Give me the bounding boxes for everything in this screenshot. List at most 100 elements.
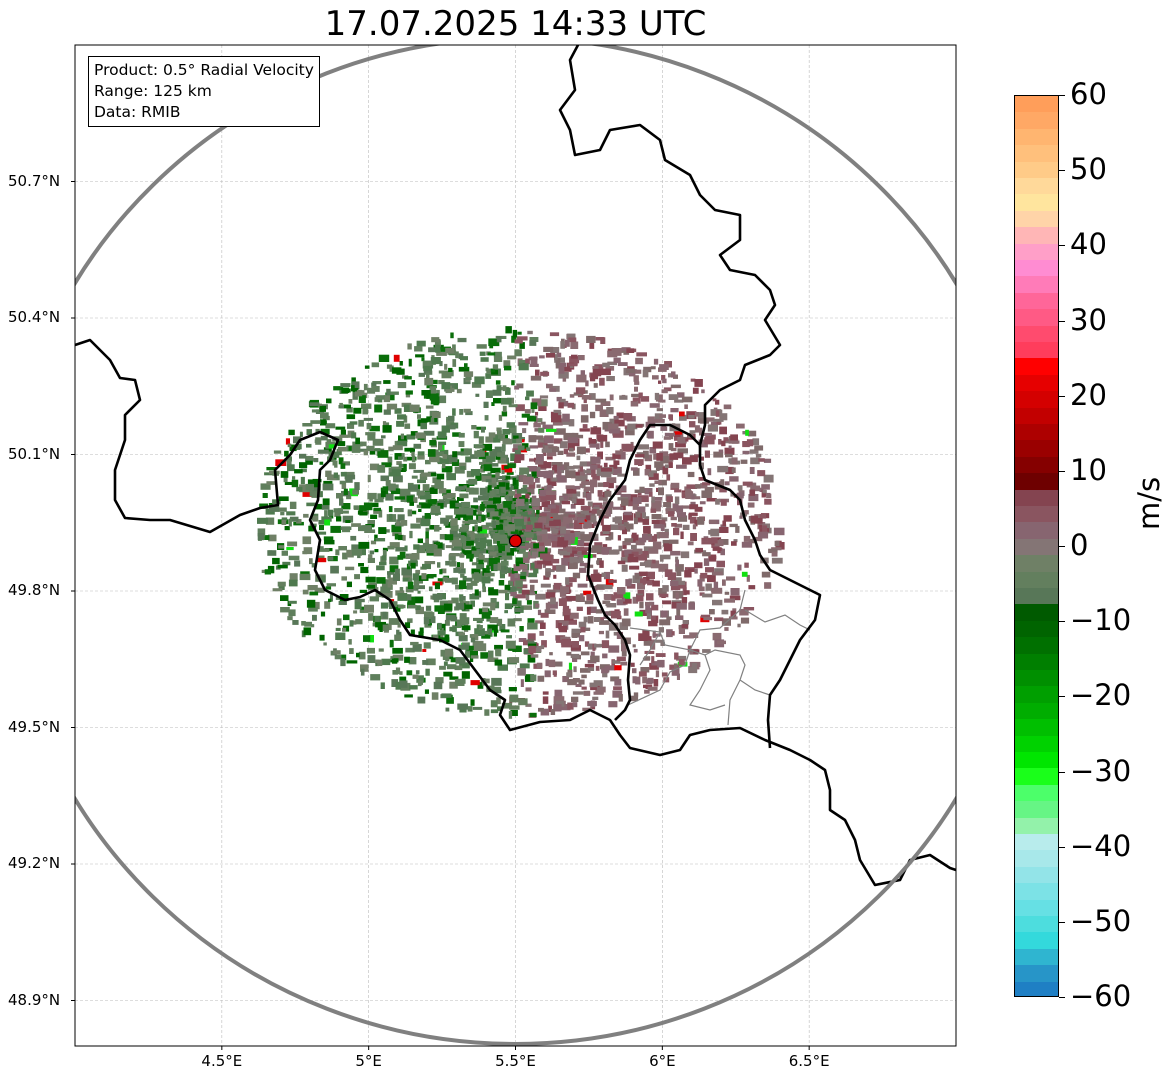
radar-echo — [540, 371, 550, 376]
radar-echo — [287, 616, 293, 621]
radar-echo — [603, 482, 610, 488]
radar-echo — [363, 450, 368, 456]
radar-echo — [437, 630, 446, 636]
radar-echo — [397, 414, 406, 420]
radar-echo — [678, 515, 688, 522]
radar-echo — [666, 616, 672, 620]
radar-echo — [450, 657, 459, 663]
radar-echo — [764, 582, 772, 589]
radar-echo — [462, 577, 473, 582]
radar-echo — [601, 667, 609, 674]
radar-echo — [622, 542, 627, 549]
radar-echo — [460, 568, 465, 574]
radar-echo — [522, 428, 527, 434]
radar-echo — [472, 706, 483, 710]
radar-echo — [494, 644, 503, 650]
radar-echo — [341, 503, 351, 510]
radar-echo — [487, 657, 499, 662]
radar-echo — [382, 486, 389, 495]
radar-echo — [633, 648, 638, 653]
radar-echo — [358, 548, 366, 556]
radar-echo — [632, 644, 636, 648]
colorbar-tick-label: −60 — [1070, 979, 1132, 1013]
radar-echo — [381, 555, 387, 561]
radar-echo — [754, 518, 763, 524]
radar-echo — [650, 366, 656, 370]
radar-echo — [610, 569, 614, 574]
radar-echo — [374, 448, 381, 452]
radar-echo — [488, 463, 499, 467]
radar-echo — [537, 535, 542, 542]
radar-echo — [500, 629, 510, 633]
radar-echo — [701, 538, 708, 542]
radar-echo — [590, 479, 598, 488]
radar-echo — [668, 394, 679, 400]
radar-echo — [737, 485, 743, 491]
radar-echo — [650, 615, 656, 620]
colorbar-band — [1015, 145, 1058, 163]
radar-echo — [430, 357, 441, 365]
radar-echo — [668, 373, 674, 378]
radar-echo — [492, 520, 496, 529]
radar-echo — [569, 358, 578, 366]
radar-echo — [632, 397, 637, 402]
radar-echo — [417, 451, 425, 457]
radar-echo — [572, 702, 578, 708]
radar-echo — [707, 574, 716, 583]
radar-echo — [570, 645, 581, 651]
radar-echo — [590, 373, 599, 380]
radar-echo — [456, 388, 462, 394]
radar-echo — [712, 398, 717, 402]
radar-echo — [755, 453, 762, 458]
radar-echo — [612, 517, 620, 523]
radar-echo — [571, 550, 582, 554]
radar-echo — [572, 657, 578, 662]
radar-echo — [715, 410, 720, 417]
radar-echo — [403, 456, 408, 462]
radar-echo — [540, 583, 551, 588]
radar-echo — [520, 571, 527, 576]
radar-echo — [582, 707, 593, 712]
radar-echo — [413, 544, 420, 550]
radar-echo — [546, 484, 552, 493]
radar-echo — [300, 468, 307, 473]
radar-echo — [518, 698, 528, 706]
radar-echo — [509, 705, 520, 710]
radar-echo — [550, 709, 556, 715]
radar-echo — [670, 550, 681, 556]
radar-echo — [541, 448, 553, 453]
radar-echo — [362, 407, 369, 415]
radar-echo — [503, 360, 511, 368]
radar-echo — [422, 649, 427, 652]
radar-echo — [542, 691, 549, 695]
radar-echo — [482, 583, 486, 589]
radar-echo — [700, 483, 708, 489]
radar-echo — [512, 598, 517, 605]
radar-echo — [511, 380, 515, 386]
radar-echo — [267, 565, 275, 574]
y-tick-label: 50.1°N — [8, 444, 61, 463]
radar-echo — [728, 445, 732, 449]
radar-echo — [584, 486, 592, 491]
radar-echo — [501, 545, 511, 553]
radar-echo — [550, 347, 560, 354]
radar-echo — [459, 553, 465, 558]
radar-echo — [486, 507, 495, 513]
radar-echo — [513, 435, 519, 439]
radar-echo — [520, 448, 528, 453]
radar-echo — [353, 505, 364, 510]
radar-echo — [506, 635, 512, 639]
radar-echo — [651, 496, 655, 503]
radar-echo — [566, 452, 576, 457]
radar-echo — [320, 611, 326, 617]
radar-echo — [399, 680, 408, 688]
radar-echo — [466, 470, 475, 478]
radar-echo — [387, 624, 392, 630]
radar-echo — [358, 563, 364, 567]
radar-echo — [309, 558, 313, 565]
radar-echo — [470, 680, 480, 686]
radar-echo — [519, 472, 524, 478]
radar-echo — [299, 431, 303, 437]
radar-echo — [644, 650, 655, 654]
radar-echo — [583, 690, 591, 696]
